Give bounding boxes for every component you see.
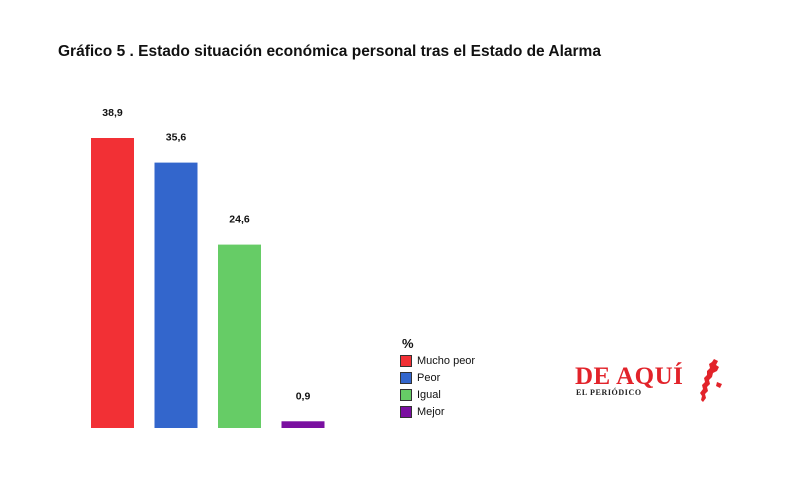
legend-item: Mejor <box>400 403 475 420</box>
chart-title: Gráfico 5 . Estado situación económica p… <box>58 43 601 60</box>
legend-label: Mejor <box>417 405 445 418</box>
legend-label: Mucho peor <box>417 354 476 367</box>
legend: % Mucho peor Peor Igual Mejor <box>400 337 475 420</box>
legend-title: % <box>402 336 414 351</box>
bar-mucho-peor <box>91 138 134 428</box>
legend-swatch <box>400 354 412 367</box>
legend-swatch <box>400 371 412 384</box>
logo-subtitle: EL PERIÓDICO <box>576 388 642 397</box>
bar-peor <box>154 162 198 428</box>
legend-item: Peor <box>400 369 475 386</box>
logo-name: DE AQUÍ <box>575 363 684 390</box>
legend-swatch <box>400 388 412 401</box>
value-labels-group: 38,9 35,6 24,6 0,9 <box>102 107 310 402</box>
value-label-mucho-peor: 38,9 <box>102 107 123 119</box>
bar-igual <box>218 244 261 428</box>
legend-item: Igual <box>400 386 475 403</box>
value-label-mejor: 0,9 <box>296 390 311 402</box>
bars-group <box>91 138 325 428</box>
legend-items: Mucho peor Peor Igual Mejor <box>400 352 475 420</box>
value-label-igual: 24,6 <box>229 214 250 226</box>
legend-label: Igual <box>417 388 441 401</box>
legend-swatch <box>400 405 412 418</box>
legend-label: Peor <box>417 371 441 384</box>
legend-item: Mucho peor <box>400 352 475 369</box>
publisher-logo: DE AQUÍ EL PERIÓDICO <box>575 358 735 408</box>
value-label-peor: 35,6 <box>166 132 187 144</box>
valencia-map-icon <box>700 359 722 402</box>
bar-mejor <box>281 421 325 428</box>
